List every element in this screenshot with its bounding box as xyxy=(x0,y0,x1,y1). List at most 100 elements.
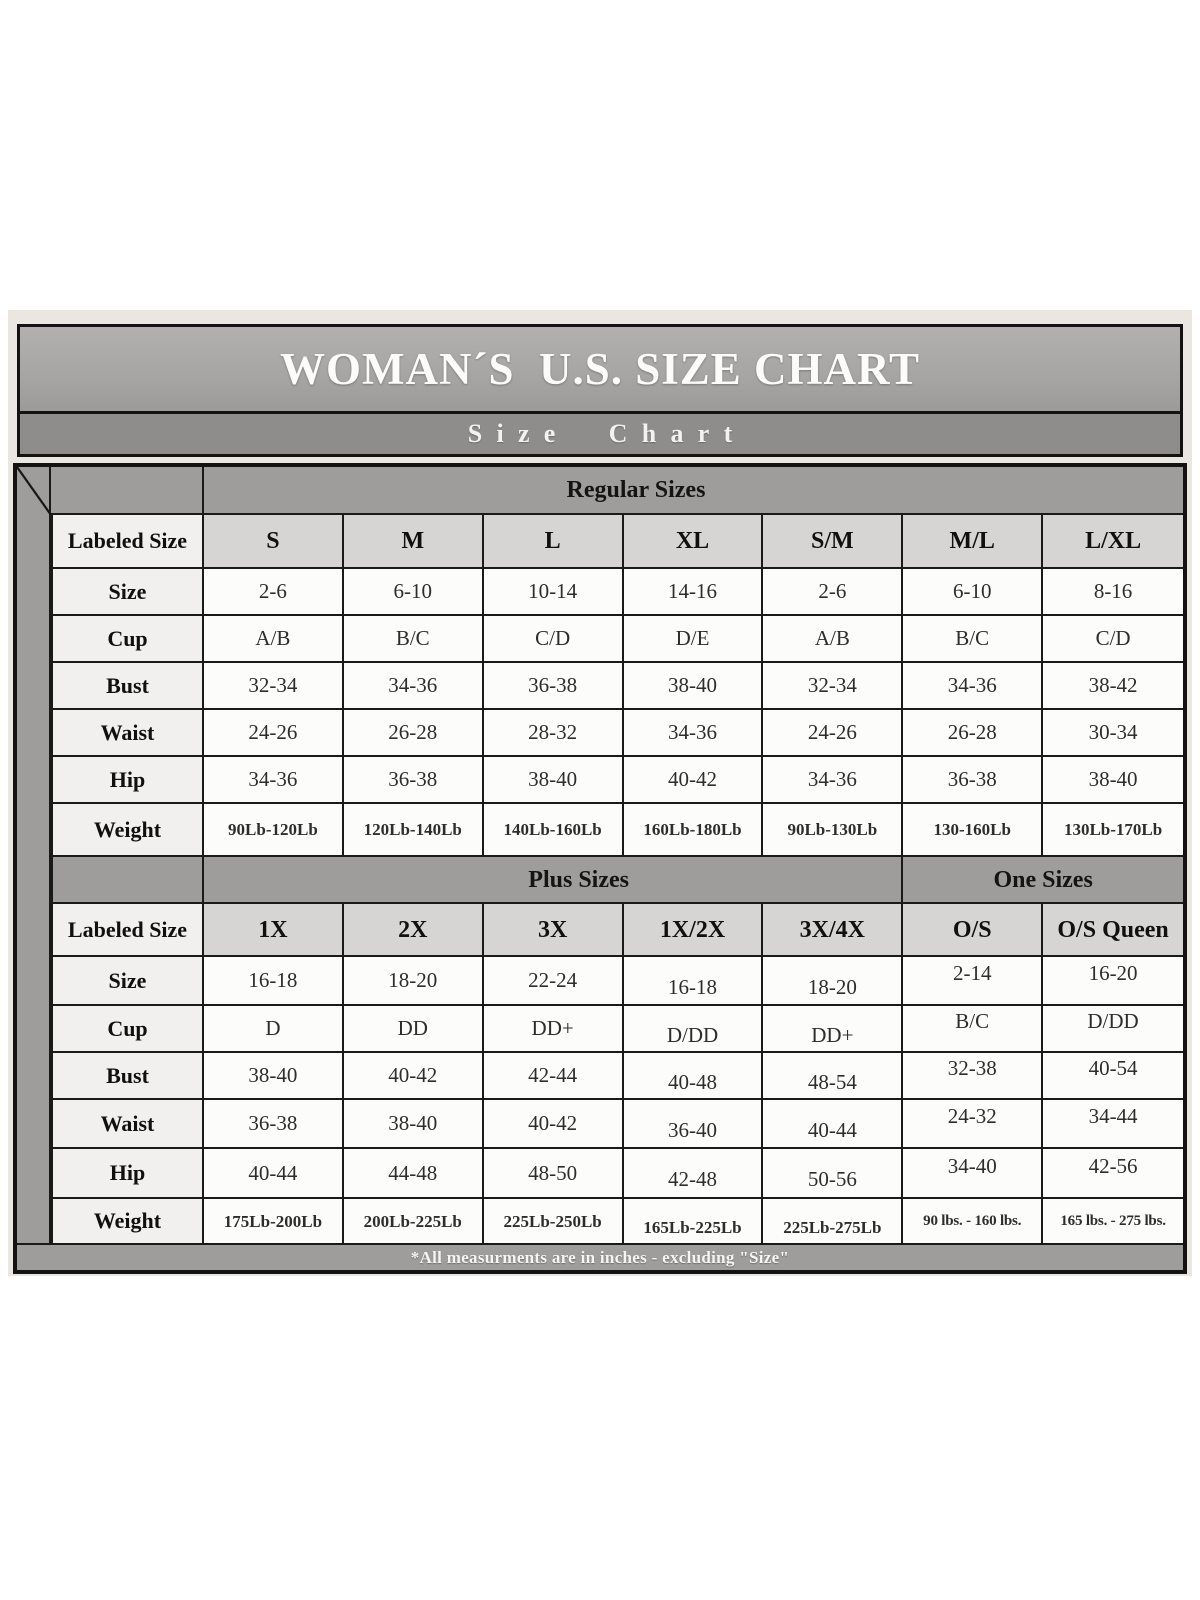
column-header-cell: 2X xyxy=(343,904,484,957)
value-cell: B/C xyxy=(903,616,1044,663)
value-cell: 90 lbs. - 160 lbs. xyxy=(903,1199,1044,1245)
value-cell: B/C xyxy=(343,616,484,663)
value-cell: 165Lb-225Lb xyxy=(623,1199,764,1245)
value-cell: 42-56 xyxy=(1043,1149,1183,1199)
row-label-cell: Waist xyxy=(51,710,204,757)
value-cell: 165 lbs. - 275 lbs. xyxy=(1043,1199,1183,1245)
value-cell: 36-40 xyxy=(623,1100,764,1149)
value-cell: D/E xyxy=(623,616,764,663)
value-cell: 38-40 xyxy=(483,757,624,804)
value-cell: 34-36 xyxy=(204,757,344,804)
value-cell: 48-50 xyxy=(483,1149,624,1199)
value-cell: 40-42 xyxy=(343,1053,484,1100)
row-label-cell: Size xyxy=(51,569,204,616)
section-band-label: Plus Sizes xyxy=(204,857,904,904)
value-cell: 24-26 xyxy=(204,710,344,757)
value-cell: A/B xyxy=(763,616,904,663)
value-cell: 16-18 xyxy=(623,957,764,1006)
value-cell: 38-40 xyxy=(343,1100,484,1149)
value-cell: 34-36 xyxy=(343,663,484,710)
value-cell: 28-32 xyxy=(483,710,624,757)
chart-frame: WOMAN´S U.S. SIZE CHART Size Chart *All … xyxy=(8,310,1192,1276)
value-cell: DD+ xyxy=(483,1006,624,1053)
value-cell: 24-32 xyxy=(903,1100,1044,1149)
value-cell: DD xyxy=(343,1006,484,1053)
row-label-cell: Hip xyxy=(51,1149,204,1199)
value-cell: 130-160Lb xyxy=(903,804,1044,857)
row-label-cell: Waist xyxy=(51,1100,204,1149)
value-cell: 2-6 xyxy=(763,569,904,616)
value-cell: 8-16 xyxy=(1043,569,1183,616)
footnote-text: *All measurments are in inches - excludi… xyxy=(410,1248,790,1267)
column-header-cell: M xyxy=(343,515,484,569)
value-cell: B/C xyxy=(903,1006,1044,1053)
value-cell: 175Lb-200Lb xyxy=(204,1199,344,1245)
value-cell: 48-54 xyxy=(763,1053,904,1100)
row-label-cell: Hip xyxy=(51,757,204,804)
value-cell: 140Lb-160Lb xyxy=(483,804,624,857)
value-cell: 90Lb-130Lb xyxy=(763,804,904,857)
value-cell: 38-42 xyxy=(1043,663,1183,710)
value-cell: 38-40 xyxy=(1043,757,1183,804)
column-header-cell: L xyxy=(483,515,624,569)
value-cell: 40-42 xyxy=(483,1100,624,1149)
value-cell: 40-44 xyxy=(204,1149,344,1199)
value-cell: 6-10 xyxy=(343,569,484,616)
column-header-cell: L/XL xyxy=(1043,515,1183,569)
value-cell: D/DD xyxy=(1043,1006,1183,1053)
subtitle-bar: Size Chart xyxy=(20,411,1180,454)
value-cell: 32-34 xyxy=(763,663,904,710)
value-cell: 40-44 xyxy=(763,1100,904,1149)
chart-subtitle: Size Chart xyxy=(467,419,747,448)
value-cell: 40-54 xyxy=(1043,1053,1183,1100)
column-header-cell: XL xyxy=(623,515,764,569)
value-cell: 32-34 xyxy=(204,663,344,710)
corner-cell xyxy=(51,467,204,515)
value-cell: 14-16 xyxy=(623,569,764,616)
value-cell: C/D xyxy=(1043,616,1183,663)
column-header-cell: S xyxy=(204,515,344,569)
value-cell: 10-14 xyxy=(483,569,624,616)
column-header-cell: M/L xyxy=(903,515,1044,569)
value-cell: 130Lb-170Lb xyxy=(1043,804,1183,857)
value-cell: 2-14 xyxy=(903,957,1044,1006)
value-cell: 32-38 xyxy=(903,1053,1044,1100)
value-cell: 18-20 xyxy=(763,957,904,1006)
row-label-cell: Bust xyxy=(51,1053,204,1100)
value-cell: 26-28 xyxy=(343,710,484,757)
row-label-cell: Cup xyxy=(51,1006,204,1053)
value-cell: 36-38 xyxy=(903,757,1044,804)
value-cell: 120Lb-140Lb xyxy=(343,804,484,857)
value-cell: 34-40 xyxy=(903,1149,1044,1199)
value-cell: C/D xyxy=(483,616,624,663)
value-cell: 16-20 xyxy=(1043,957,1183,1006)
value-cell: 18-20 xyxy=(343,957,484,1006)
value-cell: 160Lb-180Lb xyxy=(623,804,764,857)
value-cell: 36-38 xyxy=(343,757,484,804)
column-header-cell: O/S xyxy=(903,904,1044,957)
section-band-label: Regular Sizes xyxy=(204,467,1183,515)
row-label-cell: Labeled Size xyxy=(51,515,204,569)
value-cell: 42-44 xyxy=(483,1053,624,1100)
value-cell: D xyxy=(204,1006,344,1053)
value-cell: 50-56 xyxy=(763,1149,904,1199)
value-cell: 40-42 xyxy=(623,757,764,804)
value-cell: 225Lb-275Lb xyxy=(763,1199,904,1245)
value-cell: 225Lb-250Lb xyxy=(483,1199,624,1245)
row-label-cell: Cup xyxy=(51,616,204,663)
footnote-bar: *All measurments are in inches - excludi… xyxy=(17,1245,1183,1270)
value-cell: 16-18 xyxy=(204,957,344,1006)
row-label-cell: Size xyxy=(51,957,204,1006)
band-gap-cell xyxy=(51,857,204,904)
corner-diagonal-line xyxy=(17,467,51,515)
column-header-cell: 3X xyxy=(483,904,624,957)
title-block: WOMAN´S U.S. SIZE CHART Size Chart xyxy=(17,324,1183,457)
value-cell: 26-28 xyxy=(903,710,1044,757)
value-cell: 24-26 xyxy=(763,710,904,757)
value-cell: 200Lb-225Lb xyxy=(343,1199,484,1245)
value-cell: A/B xyxy=(204,616,344,663)
value-cell: 44-48 xyxy=(343,1149,484,1199)
value-cell: 40-48 xyxy=(623,1053,764,1100)
column-header-cell: 1X/2X xyxy=(623,904,764,957)
